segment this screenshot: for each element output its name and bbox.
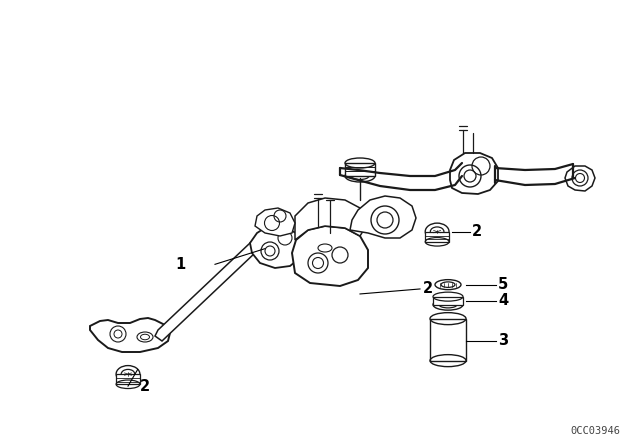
Polygon shape xyxy=(425,232,449,242)
Polygon shape xyxy=(116,374,140,384)
Polygon shape xyxy=(90,318,170,352)
Polygon shape xyxy=(345,163,375,176)
Text: 3: 3 xyxy=(498,333,508,348)
Text: 2: 2 xyxy=(423,281,433,297)
Polygon shape xyxy=(255,208,295,236)
Polygon shape xyxy=(565,166,595,191)
Polygon shape xyxy=(350,196,416,238)
Polygon shape xyxy=(155,226,275,341)
Polygon shape xyxy=(250,226,302,268)
Text: 2: 2 xyxy=(472,224,482,239)
Text: 1: 1 xyxy=(175,257,185,272)
Text: 0CC03946: 0CC03946 xyxy=(570,426,620,436)
Text: 2: 2 xyxy=(140,379,150,394)
Text: 5: 5 xyxy=(498,277,508,292)
Polygon shape xyxy=(450,153,498,194)
Polygon shape xyxy=(292,226,368,286)
Polygon shape xyxy=(430,319,466,361)
Polygon shape xyxy=(433,297,463,305)
Polygon shape xyxy=(295,198,368,240)
Text: 4: 4 xyxy=(498,293,508,308)
